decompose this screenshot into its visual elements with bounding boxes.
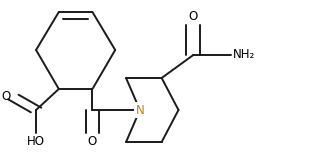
Text: NH₂: NH₂ xyxy=(232,49,255,62)
Text: O: O xyxy=(2,91,11,104)
Text: HO: HO xyxy=(27,135,45,148)
Text: O: O xyxy=(189,10,198,23)
Text: N: N xyxy=(136,104,144,117)
Text: O: O xyxy=(88,135,97,148)
